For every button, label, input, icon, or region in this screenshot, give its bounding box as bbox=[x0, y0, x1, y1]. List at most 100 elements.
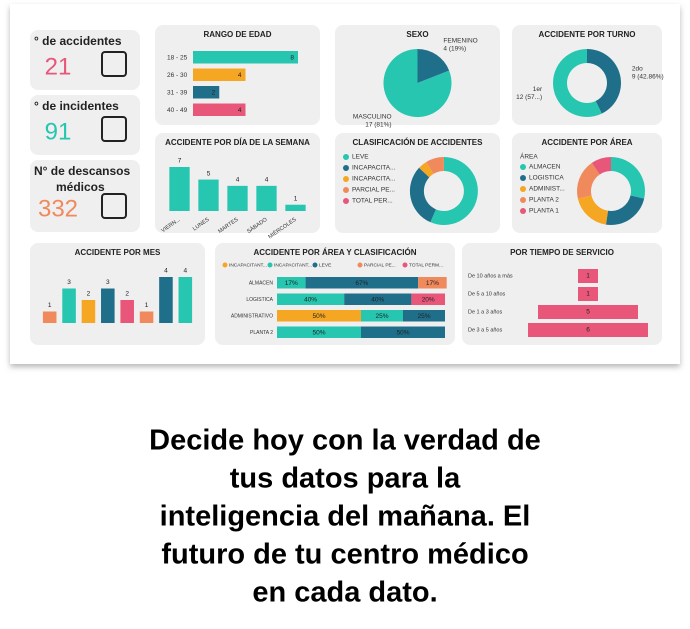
bar bbox=[538, 305, 638, 319]
chart-title: RANGO DE EDAD bbox=[203, 30, 271, 39]
legend-label: ALMACEN bbox=[529, 164, 561, 171]
legend-swatch bbox=[343, 165, 349, 171]
data-label: 3 bbox=[67, 279, 71, 286]
bar bbox=[81, 300, 96, 323]
legend-swatch bbox=[520, 197, 526, 203]
y-tick-label: LOGISTICA bbox=[246, 297, 273, 303]
bar bbox=[193, 103, 246, 116]
legend-label: LEVE bbox=[352, 154, 369, 161]
kpi-icon bbox=[101, 51, 127, 77]
data-label: 6 bbox=[586, 327, 590, 334]
y-tick-label: 31 - 39 bbox=[167, 89, 188, 96]
legend-label: TOTAL PERM... bbox=[409, 262, 443, 268]
data-label: 50% bbox=[312, 313, 325, 320]
legend-label: PLANTA 2 bbox=[529, 197, 559, 204]
chart-title: ACCIDENTE POR TURNO bbox=[539, 30, 636, 39]
chart-title: ACCIDENTE POR DÍA DE LA SEMANA bbox=[165, 138, 310, 147]
slice bbox=[419, 161, 434, 178]
bar bbox=[578, 287, 598, 301]
kpi-icon bbox=[101, 116, 127, 142]
y-tick-label: PLANTA 2 bbox=[250, 330, 273, 336]
legend-label: INCAPACITANT... bbox=[229, 262, 267, 268]
y-tick-label: De 10 años a más bbox=[468, 273, 513, 279]
data-label: 5 bbox=[207, 170, 211, 177]
bar bbox=[198, 179, 219, 211]
legend-swatch bbox=[402, 262, 408, 268]
y-tick-label: De 3 a 5 años bbox=[468, 327, 502, 333]
data-label: 20% bbox=[422, 296, 435, 303]
y-tick-label: De 5 a 10 años bbox=[468, 291, 506, 297]
data-label: 1 bbox=[294, 195, 298, 202]
legend-swatch bbox=[357, 262, 363, 268]
slice bbox=[417, 49, 450, 83]
bar-segment bbox=[344, 293, 412, 305]
kpi-value: 332 bbox=[38, 195, 78, 222]
bar-segment bbox=[277, 277, 306, 289]
bar bbox=[578, 269, 598, 283]
panel bbox=[30, 160, 140, 232]
data-label: 40% bbox=[304, 296, 317, 303]
slice bbox=[553, 49, 602, 117]
caption-line: futuro de tu centro médico bbox=[161, 539, 528, 571]
bar bbox=[528, 323, 648, 337]
caption-line: en cada dato. bbox=[252, 577, 437, 609]
slice-category: MASCULINO bbox=[353, 114, 392, 121]
bar bbox=[169, 167, 190, 211]
legend-swatch bbox=[520, 164, 526, 170]
slice bbox=[426, 157, 444, 174]
data-label: 4 bbox=[238, 107, 242, 114]
legend-label: TOTAL PER... bbox=[352, 198, 393, 205]
kpi-label: ° de accidentes bbox=[34, 34, 122, 48]
legend-swatch bbox=[343, 187, 349, 193]
panel bbox=[155, 133, 320, 233]
slice-category: 1er bbox=[533, 86, 543, 93]
y-tick-label: 26 - 30 bbox=[167, 72, 188, 79]
data-label: 50% bbox=[312, 329, 325, 336]
bar-segment bbox=[418, 277, 447, 289]
legend-label: PARCIAL PE... bbox=[364, 262, 396, 268]
data-label: 5 bbox=[586, 309, 590, 316]
slice-label: 12 (57...) bbox=[516, 94, 542, 101]
bar-segment bbox=[361, 326, 445, 338]
bar-segment bbox=[277, 326, 361, 338]
y-tick-label: ALMACEN bbox=[249, 281, 274, 287]
chart-title: ACCIDENTE POR ÁREA bbox=[541, 138, 632, 147]
bar bbox=[101, 288, 115, 323]
data-label: 40% bbox=[371, 296, 384, 303]
chart-title: SEXO bbox=[406, 30, 428, 39]
data-label: 25% bbox=[375, 313, 388, 320]
slice bbox=[611, 157, 645, 199]
bar bbox=[62, 288, 76, 323]
bar-segment bbox=[277, 310, 361, 322]
legend-swatch bbox=[520, 208, 526, 214]
bar bbox=[139, 311, 154, 323]
bar-segment bbox=[277, 293, 345, 305]
data-label: 4 bbox=[238, 72, 242, 79]
chart-title: ACCIDENTE POR ÁREA Y CLASIFICACIÓN bbox=[254, 248, 417, 257]
bar bbox=[193, 51, 298, 64]
y-tick-label: ADMINISTRATIVO bbox=[231, 314, 273, 320]
panel bbox=[512, 25, 662, 125]
legend-label: INCAPACITA... bbox=[352, 165, 396, 172]
bar bbox=[120, 300, 134, 323]
data-label: 17% bbox=[426, 280, 439, 287]
y-tick-label: 40 - 49 bbox=[167, 107, 188, 114]
caption-line: Decide hoy con la verdad de bbox=[149, 425, 541, 457]
data-label: 1 bbox=[586, 273, 590, 280]
slice-category: 2do bbox=[632, 65, 643, 72]
caption: Decide hoy con la verdad de tus datos pa… bbox=[149, 425, 541, 609]
kpi-label-line: N° de descansos bbox=[34, 164, 130, 178]
caption-line: inteligencia del mañana. El bbox=[160, 501, 531, 533]
y-tick-label: De 1 a 3 años bbox=[468, 309, 502, 315]
slice bbox=[577, 162, 600, 199]
data-label: 2 bbox=[87, 291, 91, 298]
data-label: 7 bbox=[178, 158, 182, 165]
data-label: 4 bbox=[236, 177, 240, 184]
slice bbox=[591, 157, 611, 175]
kpi-icon bbox=[101, 193, 127, 219]
bar bbox=[178, 277, 193, 323]
chart-title: POR TIEMPO DE SERVICIO bbox=[510, 248, 614, 257]
data-label: 8 bbox=[290, 54, 294, 61]
bar bbox=[256, 185, 277, 211]
